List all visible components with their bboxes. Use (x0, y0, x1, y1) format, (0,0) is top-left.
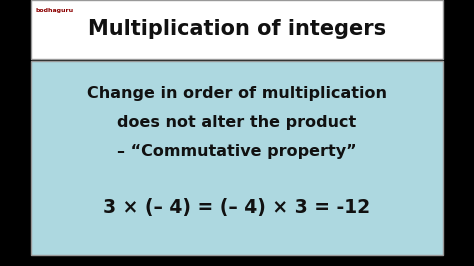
Text: does not alter the product: does not alter the product (118, 115, 356, 130)
Bar (31, 61, 443, 255)
Text: 3 × (– 4) = (– 4) × 3 = -12: 3 × (– 4) = (– 4) × 3 = -12 (103, 198, 371, 217)
Text: Multiplication of integers: Multiplication of integers (88, 19, 386, 39)
Text: Change in order of multiplication: Change in order of multiplication (87, 86, 387, 101)
Text: – “Commutative property”: – “Commutative property” (117, 144, 357, 159)
Text: bodhaguru: bodhaguru (36, 8, 73, 13)
Bar (31, 0, 443, 59)
